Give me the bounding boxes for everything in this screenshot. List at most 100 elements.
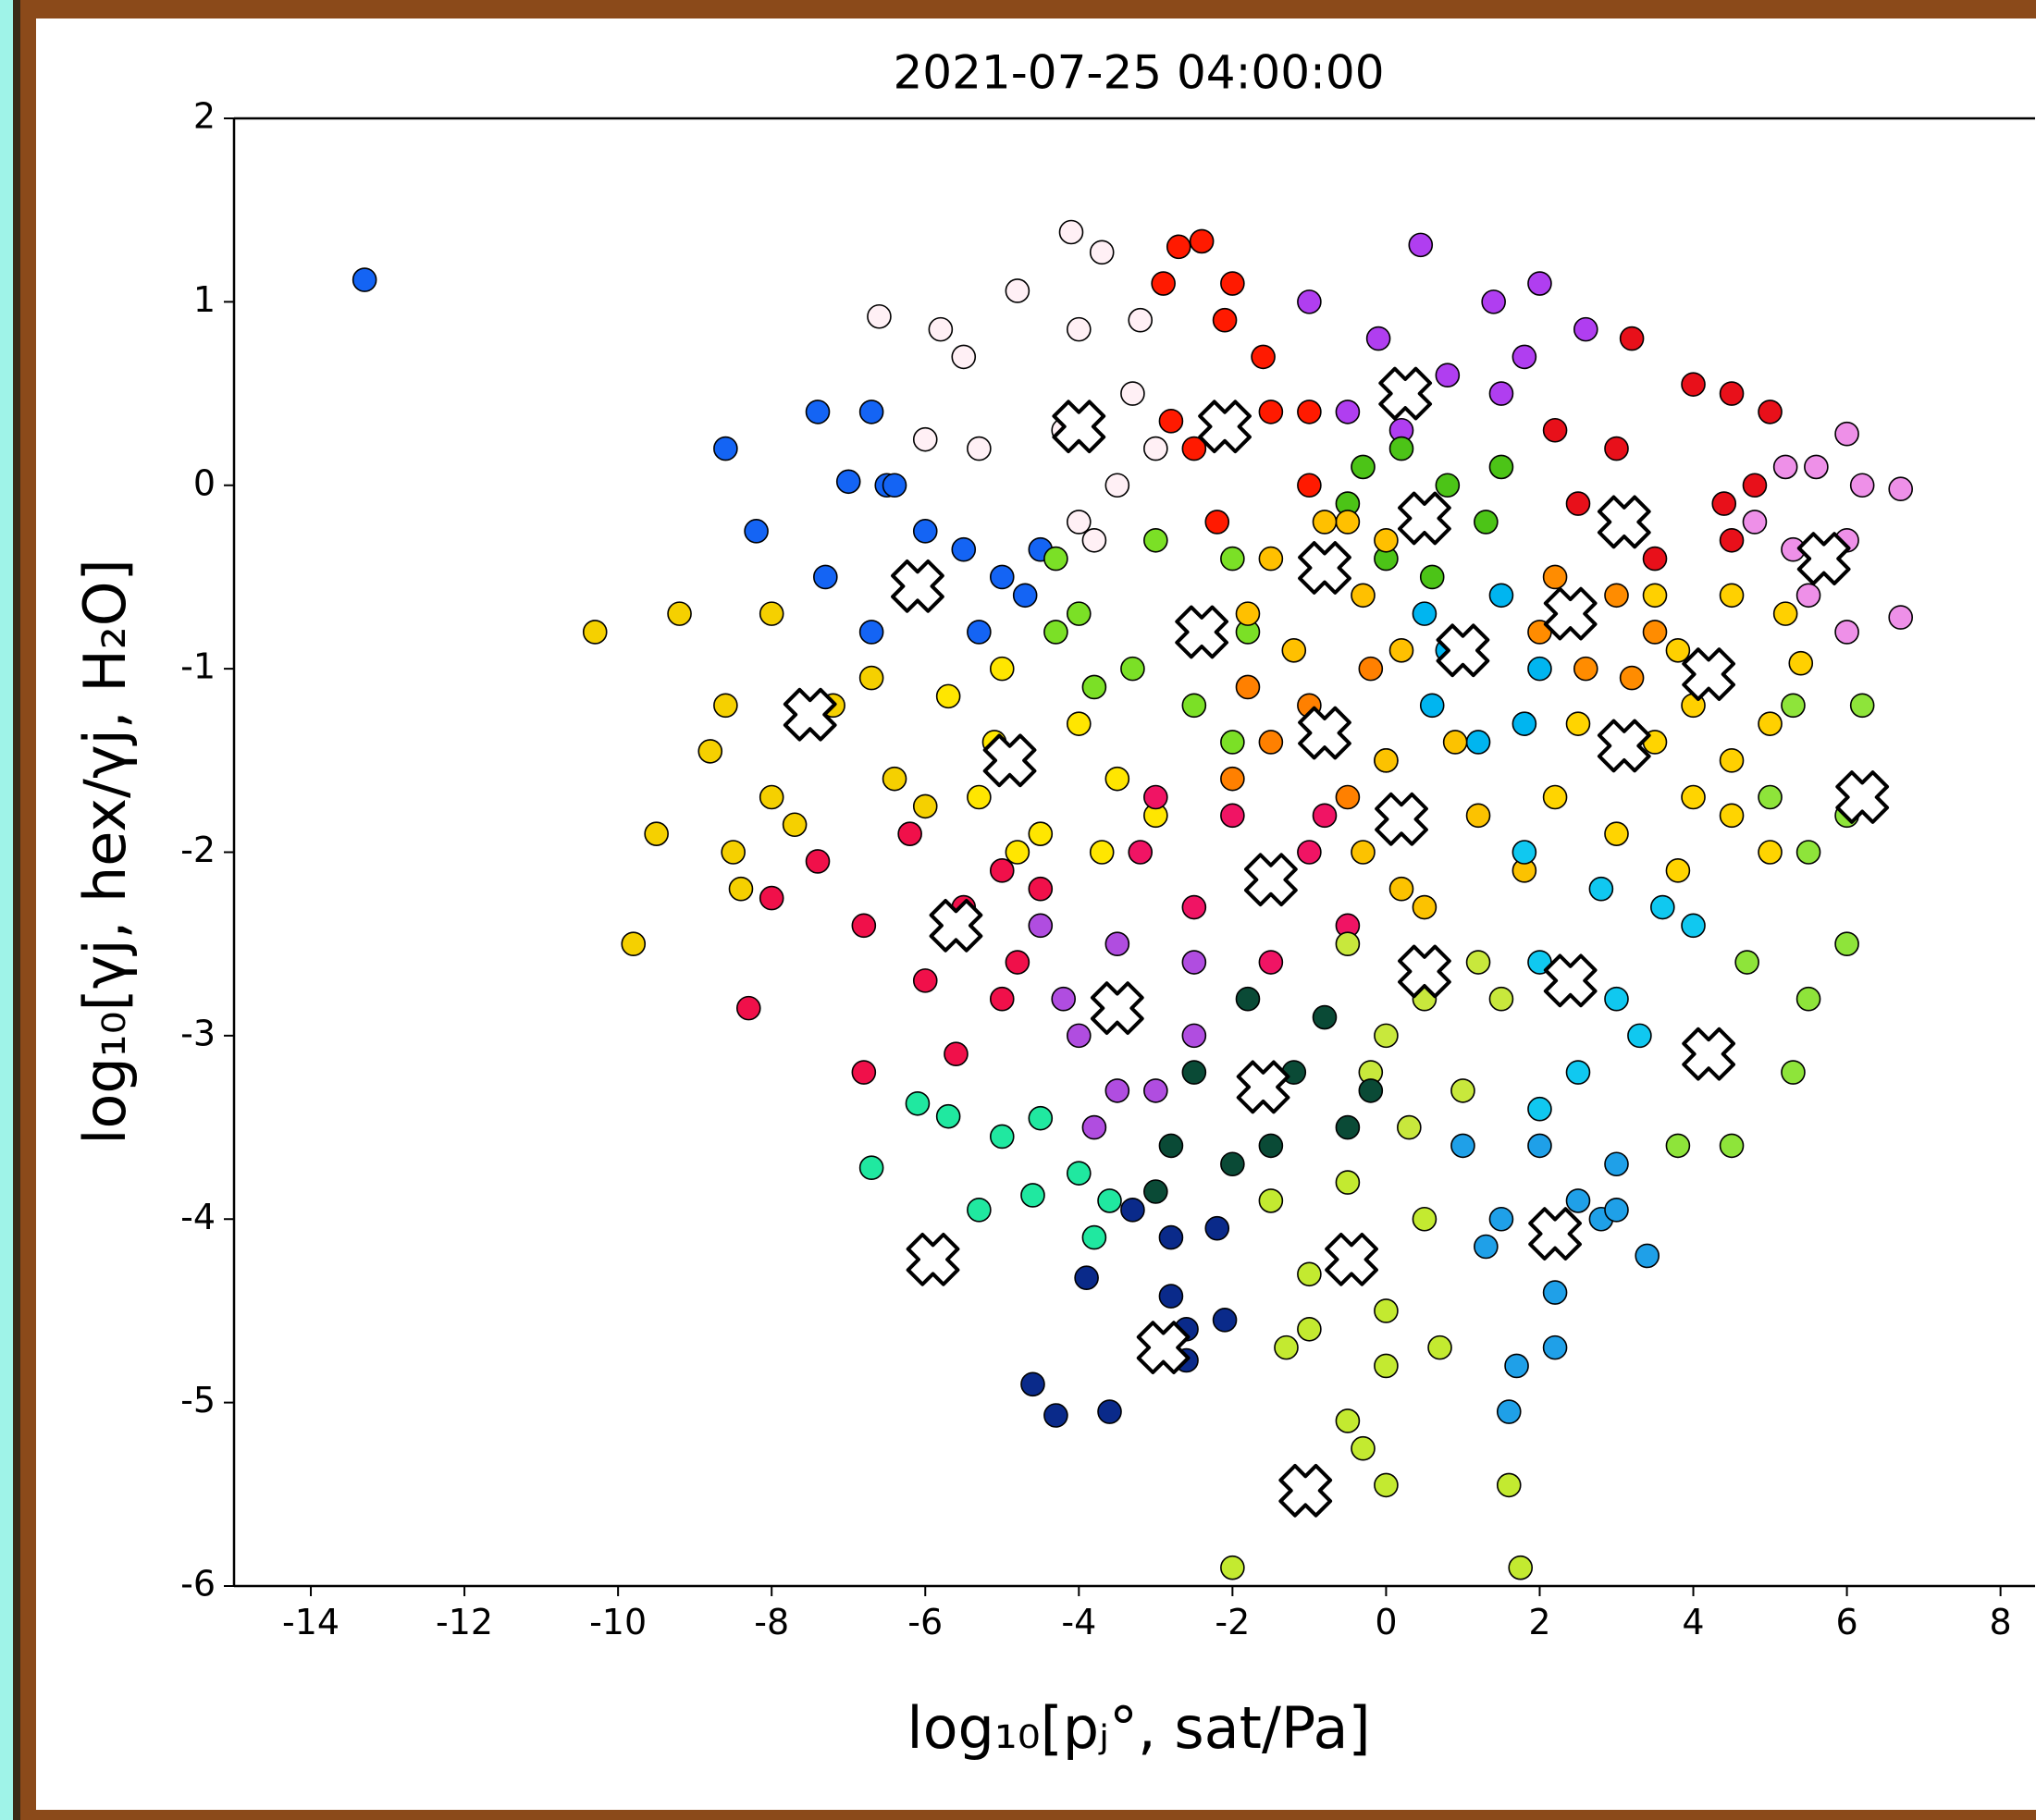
point — [1374, 1023, 1399, 1049]
point — [1642, 583, 1668, 609]
point — [912, 426, 938, 452]
x-tick-label: 0 — [1375, 1602, 1397, 1642]
point — [759, 885, 784, 911]
point — [867, 303, 892, 329]
point — [1120, 381, 1145, 406]
centroid-marker — [1796, 532, 1851, 585]
point — [1220, 766, 1245, 792]
point — [1128, 840, 1154, 865]
point — [989, 1124, 1015, 1150]
point — [912, 968, 938, 993]
point — [1374, 748, 1399, 773]
point — [1681, 372, 1706, 397]
point — [805, 400, 831, 424]
point — [1374, 527, 1399, 553]
centroid-marker — [1298, 541, 1351, 595]
point — [912, 793, 938, 819]
centroid-marker — [1325, 1233, 1378, 1286]
point — [1604, 583, 1629, 609]
x-tick-label: -10 — [589, 1602, 647, 1642]
x-tick-label: 8 — [1990, 1602, 2012, 1642]
point — [697, 739, 723, 764]
point — [1043, 620, 1068, 645]
point — [1427, 1334, 1452, 1360]
point — [1734, 950, 1759, 975]
point — [1335, 400, 1361, 424]
centroid-marker — [1278, 1463, 1333, 1518]
point — [1335, 1170, 1361, 1195]
x-tick-label: 2 — [1528, 1602, 1550, 1642]
point — [1312, 1004, 1338, 1030]
point — [1258, 950, 1284, 975]
y-tick-label: 1 — [193, 279, 216, 320]
point — [744, 519, 769, 544]
point — [851, 1060, 877, 1085]
point — [989, 858, 1015, 883]
point — [1335, 510, 1361, 535]
point — [1235, 601, 1261, 626]
point — [1474, 1234, 1499, 1260]
point — [1488, 1206, 1514, 1232]
point — [1665, 858, 1691, 883]
point — [1081, 674, 1107, 700]
point — [1143, 436, 1168, 461]
point — [935, 683, 961, 709]
point — [1758, 784, 1783, 810]
point — [1335, 1408, 1361, 1433]
point — [1888, 476, 1914, 502]
point — [1258, 546, 1284, 572]
point — [1496, 1399, 1522, 1424]
point — [1465, 730, 1491, 755]
point — [1681, 784, 1706, 810]
point — [1488, 454, 1514, 480]
point — [1442, 730, 1468, 755]
point — [1849, 473, 1875, 498]
point — [1412, 601, 1438, 626]
point — [1604, 986, 1629, 1012]
point — [1081, 1224, 1107, 1250]
point — [1158, 1284, 1184, 1309]
point — [1181, 950, 1207, 975]
point — [1067, 316, 1092, 342]
point — [728, 876, 754, 902]
point — [1512, 344, 1537, 370]
point — [1512, 711, 1537, 736]
point — [858, 400, 884, 424]
point — [1158, 1224, 1184, 1250]
point — [951, 536, 977, 562]
centroid-marker — [1528, 1207, 1582, 1260]
point — [1081, 527, 1107, 553]
x-tick-label: 4 — [1682, 1602, 1704, 1642]
point — [858, 665, 884, 691]
point — [1804, 454, 1829, 480]
point — [1849, 693, 1875, 719]
point — [1834, 620, 1859, 645]
point — [782, 812, 808, 838]
point — [1335, 1114, 1361, 1140]
centroid-marker — [1298, 706, 1351, 760]
point — [1067, 1023, 1092, 1049]
point — [1542, 564, 1568, 590]
point — [1412, 1206, 1438, 1232]
point — [1067, 601, 1092, 626]
point — [1258, 1188, 1284, 1213]
point — [1297, 1316, 1322, 1342]
centroid-marker — [1682, 647, 1736, 701]
point — [1642, 620, 1668, 645]
x-tick-label: -4 — [1061, 1602, 1096, 1642]
point — [1104, 1078, 1130, 1103]
point — [1158, 409, 1184, 434]
point — [1104, 766, 1130, 792]
point — [1220, 546, 1245, 572]
point — [621, 931, 647, 956]
point — [1565, 1188, 1591, 1213]
centroid-marker — [906, 1233, 960, 1286]
point — [1527, 1133, 1552, 1159]
centroid-marker — [1835, 770, 1890, 824]
point — [905, 1090, 931, 1116]
point — [1258, 730, 1284, 755]
point — [1258, 1133, 1284, 1159]
point — [1051, 986, 1076, 1012]
point — [1435, 363, 1461, 388]
